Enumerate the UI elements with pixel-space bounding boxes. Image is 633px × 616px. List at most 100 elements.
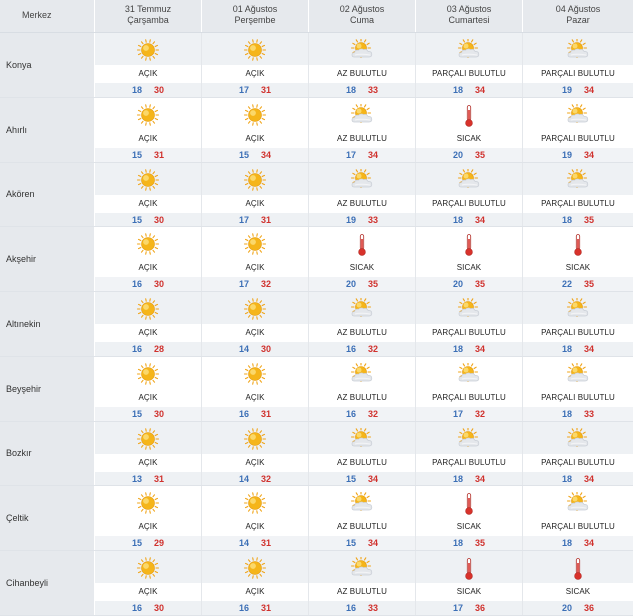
condition-label: SICAK [456, 133, 482, 143]
temperature-range: 18 34 [416, 215, 522, 225]
city-name[interactable]: Akören [0, 162, 95, 227]
sun-cloud-icon [416, 427, 522, 450]
forecast-cell: AZ BULUTLU 16 33 [309, 551, 416, 615]
table-row: Akşehir AÇIK 16 30 AÇIK 17 32 SICAK 20 35 SICAK 20 3… [0, 227, 633, 292]
sun-cloud-icon [416, 362, 522, 385]
condition-label: AÇIK [245, 263, 265, 273]
sun-icon [202, 104, 308, 126]
condition-label: SICAK [456, 587, 482, 596]
min-temperature: 14 [238, 473, 249, 484]
min-temperature: 16 [345, 344, 356, 354]
condition-label: AZ BULUTLU [337, 457, 387, 467]
condition-label: PARÇALI BULUTLU [541, 69, 615, 78]
sun-cloud-icon [309, 362, 415, 385]
temperature-range: 14 32 [202, 474, 308, 484]
max-temperature: 35 [368, 279, 379, 290]
min-temperature: 15 [238, 149, 249, 160]
sun-cloud-icon [416, 168, 522, 191]
max-temperature: 31 [154, 473, 165, 484]
condition-label: PARÇALI BULUTLU [541, 522, 615, 532]
sun-icon [202, 39, 308, 61]
temperature-range: 22 35 [523, 279, 633, 289]
min-temperature: 16 [238, 408, 249, 419]
min-temperature: 15 [131, 538, 142, 549]
forecast-cell: PARÇALI BULUTLU 18 33 [523, 356, 633, 421]
city-name[interactable]: Altınekin [0, 292, 95, 356]
max-temperature: 36 [475, 603, 486, 613]
temperature-range: 17 36 [416, 603, 522, 613]
condition-label: AÇIK [245, 328, 265, 337]
max-temperature: 34 [584, 538, 595, 549]
forecast-cell: AZ BULUTLU 16 32 [309, 356, 416, 421]
table-row: Altınekin AÇIK 16 28 AÇIK 14 30 AZ BULUTLU 16 32 P… [0, 292, 633, 357]
max-temperature: 34 [584, 149, 595, 160]
temperature-range: 16 33 [309, 603, 415, 613]
sun-icon [95, 39, 201, 61]
table-row: Beyşehir AÇIK 15 30 AÇIK 16 31 AZ BULUTLU 16 32 PA… [0, 356, 633, 422]
condition-label: PARÇALI BULUTLU [432, 457, 506, 467]
max-temperature: 31 [261, 408, 272, 419]
city-rows: Konya AÇIK 18 30 AÇIK 17 31 AZ BULUTLU 18 33 PARÇA… [0, 33, 633, 616]
day-date: 03 Ağustos [446, 4, 492, 14]
temperature-range: 16 30 [95, 279, 201, 289]
max-temperature: 33 [368, 603, 379, 613]
thermometer-icon [523, 233, 633, 256]
condition-label: PARÇALI BULUTLU [541, 133, 615, 143]
condition-label: AÇIK [138, 587, 158, 596]
table-row: Akören AÇIK 15 30 AÇIK 17 31 AZ BULUTLU 19 33 PARÇ… [0, 162, 633, 228]
table-row: Cihanbeyli AÇIK 16 30 AÇIK 16 31 AZ BULUTLU 16 33… [0, 551, 633, 616]
temperature-range: 20 36 [523, 603, 633, 613]
forecast-cell: PARÇALI BULUTLU 18 34 [416, 33, 523, 97]
max-temperature: 32 [475, 408, 486, 419]
day-date: 02 Ağustos [339, 4, 385, 14]
min-temperature: 17 [238, 279, 249, 290]
min-temperature: 16 [131, 279, 142, 290]
sun-icon [95, 168, 201, 191]
condition-label: PARÇALI BULUTLU [541, 328, 615, 337]
sun-icon [202, 363, 308, 385]
temperature-range: 17 34 [309, 150, 415, 160]
forecast-cell: AÇIK 14 30 [202, 292, 309, 356]
sun-cloud-icon [523, 298, 633, 320]
day-header: 02 Ağustos Cuma [309, 0, 416, 32]
day-header: 31 Temmuz Çarşamba [95, 0, 202, 32]
sun-icon [202, 233, 308, 256]
city-name[interactable]: Akşehir [0, 227, 95, 291]
temperature-range: 16 32 [309, 344, 415, 354]
max-temperature: 29 [154, 538, 165, 549]
forecast-cell: AÇIK 16 28 [95, 292, 202, 356]
min-temperature: 15 [345, 538, 356, 549]
forecast-cell: AÇIK 17 31 [202, 33, 309, 97]
forecast-cell: PARÇALI BULUTLU 19 34 [523, 33, 633, 97]
temperature-range: 19 34 [523, 85, 633, 95]
max-temperature: 34 [475, 344, 486, 354]
city-name[interactable]: Beyşehir [0, 356, 95, 421]
city-name[interactable]: Çeltik [0, 486, 95, 550]
forecast-cell: AÇIK 15 29 [95, 486, 202, 550]
day-date: 04 Ağustos [555, 4, 601, 14]
condition-label: AÇIK [138, 328, 158, 337]
min-temperature: 15 [345, 473, 356, 484]
condition-label: AÇIK [245, 198, 265, 208]
forecast-cell: AZ BULUTLU 18 33 [309, 33, 416, 97]
max-temperature: 33 [368, 214, 379, 225]
city-name[interactable]: Cihanbeyli [0, 551, 95, 615]
max-temperature: 32 [368, 408, 379, 419]
temperature-range: 18 34 [523, 538, 633, 548]
table-row: Çeltik AÇIK 15 29 AÇIK 14 31 AZ BULUTLU 15 34 SICA… [0, 486, 633, 551]
condition-label: AÇIK [138, 133, 158, 143]
sun-cloud-icon [523, 427, 633, 450]
max-temperature: 34 [584, 344, 595, 354]
condition-label: AZ BULUTLU [337, 69, 387, 78]
max-temperature: 34 [475, 214, 486, 225]
city-name[interactable]: Bozkır [0, 421, 95, 486]
thermometer-icon [416, 233, 522, 256]
forecast-cell: AZ BULUTLU 16 32 [309, 292, 416, 356]
forecast-cell: PARÇALI BULUTLU 18 35 [523, 162, 633, 227]
day-header: 03 Ağustos Cumartesi [416, 0, 523, 32]
sun-icon [95, 298, 201, 320]
city-name[interactable]: Ahırlı [0, 97, 95, 162]
sun-cloud-icon [309, 39, 415, 61]
condition-label: AÇIK [138, 198, 158, 208]
city-name[interactable]: Konya [0, 33, 95, 97]
